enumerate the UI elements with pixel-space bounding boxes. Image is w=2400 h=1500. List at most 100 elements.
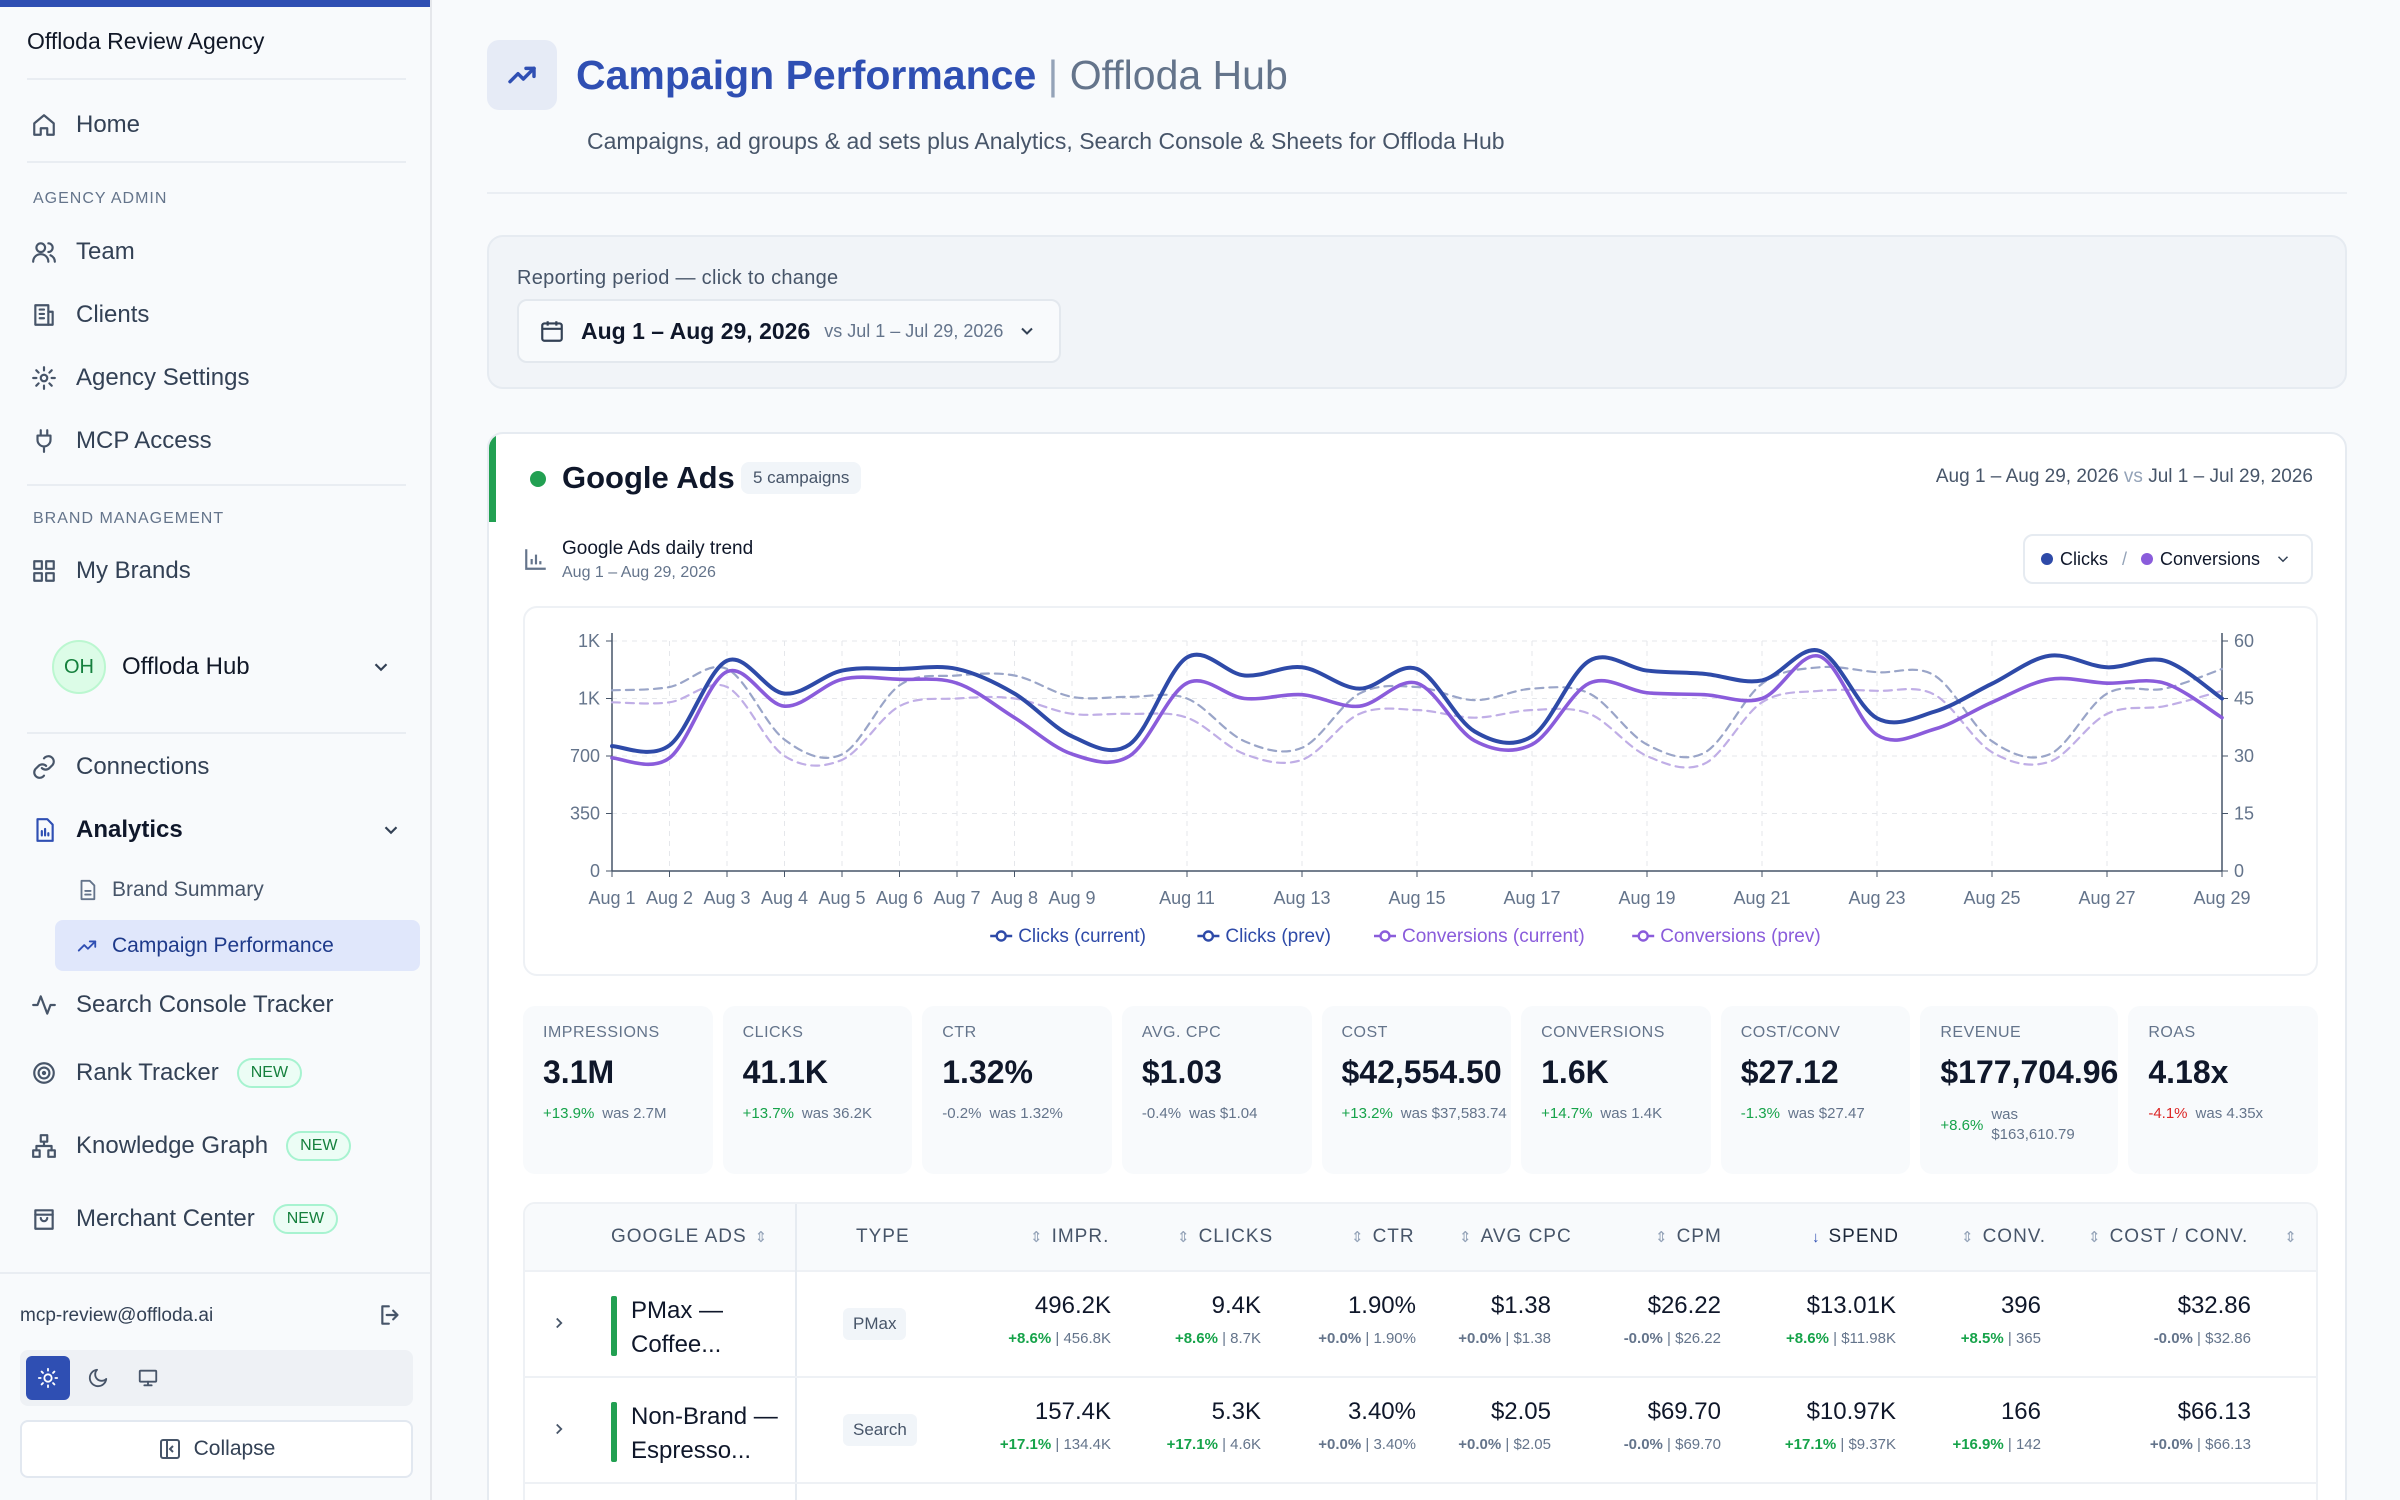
column-header-name[interactable]: GOOGLE ADS ⇕ bbox=[611, 1226, 768, 1248]
column-header-clicks[interactable]: ⇕ CLICKS bbox=[1177, 1226, 1273, 1248]
nav-home[interactable]: Home bbox=[30, 105, 140, 145]
nav-agency-settings[interactable]: Agency Settings bbox=[30, 358, 249, 398]
nav-connections[interactable]: Connections bbox=[30, 747, 209, 787]
table-row[interactable]: Non-Brand — Espresso... Search 157.4K +17.1… bbox=[525, 1380, 2316, 1484]
reporting-period-label: Reporting period — click to change bbox=[517, 267, 839, 289]
kpi-comparison: -1.3% was $27.47 bbox=[1741, 1105, 1911, 1122]
collapse-button[interactable]: Collapse bbox=[20, 1420, 413, 1478]
cell-avg-cpc: $1.38 +0.0% | $1.38 bbox=[1458, 1292, 1551, 1347]
kpi-delta: +13.9% bbox=[543, 1105, 595, 1122]
nav-mcp-access[interactable]: MCP Access bbox=[30, 421, 212, 461]
clicks-dot bbox=[2041, 553, 2053, 565]
column-header-label: CPM bbox=[1676, 1226, 1722, 1247]
kpi-card-impressions: IMPRESSIONS 3.1M +13.9% was 2.7M bbox=[523, 1006, 713, 1174]
column-header-spend[interactable]: ↓ SPEND bbox=[1812, 1226, 1899, 1248]
nav-search-console[interactable]: Search Console Tracker bbox=[30, 985, 333, 1025]
kpi-comparison: +8.6% was $163,610.79 bbox=[1940, 1105, 2118, 1145]
date-range-picker[interactable]: Aug 1 – Aug 29, 2026 vs Jul 1 – Jul 29, … bbox=[517, 299, 1061, 363]
campaign-name[interactable]: PMax — Coffee... bbox=[631, 1297, 724, 1358]
cell-previous: $69.70 bbox=[1675, 1436, 1721, 1453]
cell-delta: +17.1% bbox=[1166, 1436, 1218, 1453]
x-tick-label: Aug 6 bbox=[876, 888, 923, 908]
column-header-impr[interactable]: ⇕ IMPR. bbox=[1030, 1226, 1109, 1248]
kpi-label: CTR bbox=[942, 1024, 977, 1041]
chevron-right-icon[interactable] bbox=[550, 1314, 568, 1332]
sort-icon: ⇕ bbox=[1351, 1229, 1365, 1246]
collapse-label: Collapse bbox=[193, 1437, 276, 1460]
nav-team[interactable]: Team bbox=[30, 232, 135, 272]
kpi-value: 1.6K bbox=[1541, 1054, 1609, 1090]
cell-comparison: -0.0% | $26.22 bbox=[1623, 1330, 1721, 1347]
kpi-value: $42,554.50 bbox=[1341, 1054, 1502, 1090]
cell-comparison: +16.9% | 142 bbox=[1952, 1436, 2041, 1453]
user-email: mcp-review@offloda.ai bbox=[20, 1305, 214, 1326]
column-header-label: CONV. bbox=[1982, 1226, 2047, 1247]
nav-rank-tracker[interactable]: Rank Tracker NEW bbox=[30, 1053, 303, 1093]
metric-selector[interactable]: Clicks / Conversions bbox=[2023, 534, 2313, 584]
grid-icon bbox=[30, 557, 58, 585]
cell-value: 496.2K bbox=[1034, 1292, 1111, 1319]
nav-clients-label: Clients bbox=[76, 301, 150, 328]
theme-system-button[interactable] bbox=[126, 1356, 170, 1400]
column-header-label: COST / CONV. bbox=[2109, 1226, 2249, 1247]
google-ads-accent bbox=[489, 434, 496, 522]
x-tick-label: Aug 15 bbox=[1388, 888, 1445, 908]
section-agency-admin: AGENCY ADMIN bbox=[33, 190, 168, 207]
campaign-name[interactable]: Non-Brand — Espresso... bbox=[631, 1403, 778, 1464]
cell-value: $10.97K bbox=[1806, 1398, 1896, 1425]
range-vs: vs bbox=[2123, 466, 2143, 487]
table-row[interactable]: PMax — Coffee... PMax 496.2K +8.6% | 456.8K… bbox=[525, 1274, 2316, 1378]
theme-light-button[interactable] bbox=[26, 1356, 70, 1400]
kpi-card-avg-cpc: AVG. CPC $1.03 -0.4% was $1.04 bbox=[1121, 1006, 1312, 1174]
column-header-cpm[interactable]: ⇕ CPM bbox=[1655, 1226, 1722, 1248]
column-header-cost-conv[interactable]: ⇕ COST / CONV. ⇕ bbox=[2088, 1226, 2298, 1248]
sidebar: Offloda Review Agency Home AGENCY ADMIN … bbox=[0, 0, 432, 1500]
x-tick-label: Aug 8 bbox=[991, 888, 1038, 908]
page-title-text: Campaign Performance bbox=[576, 52, 1037, 98]
cell-previous: $2.05 bbox=[1513, 1436, 1551, 1453]
cell-value: $2.05 bbox=[1490, 1398, 1551, 1425]
x-tick-label: Aug 1 bbox=[588, 888, 635, 908]
chevron-right-icon[interactable] bbox=[550, 1420, 568, 1438]
logout-icon[interactable] bbox=[378, 1302, 404, 1328]
nav-brand-summary[interactable]: Brand Summary bbox=[76, 872, 264, 908]
column-header-conv[interactable]: ⇕ CONV. bbox=[1961, 1226, 2046, 1248]
nav-knowledge-graph[interactable]: Knowledge Graph NEW bbox=[30, 1126, 352, 1166]
column-header-label: AVG CPC bbox=[1480, 1226, 1572, 1247]
cell-delta: +16.9% bbox=[1952, 1436, 2004, 1453]
column-header-label: GOOGLE ADS bbox=[611, 1226, 747, 1247]
x-tick-label: Aug 25 bbox=[1963, 888, 2020, 908]
kpi-delta: -4.1% bbox=[2148, 1105, 2188, 1122]
cell-comparison: +8.6% | 8.7K bbox=[1174, 1330, 1261, 1347]
date-range-compare: vs Jul 1 – Jul 29, 2026 bbox=[824, 320, 1004, 341]
nav-clients[interactable]: Clients bbox=[30, 295, 149, 335]
divider bbox=[27, 161, 406, 163]
x-tick-label: Aug 21 bbox=[1733, 888, 1790, 908]
nav-merchant-center[interactable]: Merchant Center NEW bbox=[30, 1199, 339, 1239]
cell-comparison: +0.0% | 1.90% bbox=[1318, 1330, 1416, 1347]
nav-campaign-performance[interactable]: Campaign Performance bbox=[76, 928, 334, 964]
column-header-type[interactable]: TYPE bbox=[856, 1226, 910, 1248]
cell-value: $69.70 bbox=[1647, 1398, 1721, 1425]
page-icon bbox=[487, 40, 557, 110]
theme-dark-button[interactable] bbox=[76, 1356, 120, 1400]
column-header-ctr[interactable]: ⇕ CTR bbox=[1351, 1226, 1415, 1248]
nav-my-brands[interactable]: My Brands bbox=[30, 551, 191, 591]
kpi-previous: was 1.4K bbox=[1600, 1105, 1663, 1122]
kpi-card-ctr: CTR 1.32% -0.2% was 1.32% bbox=[922, 1006, 1112, 1174]
link-icon bbox=[30, 753, 58, 781]
theme-toggle bbox=[20, 1350, 413, 1406]
new-badge: NEW bbox=[286, 1131, 352, 1161]
brand-switcher[interactable]: OH Offloda Hub bbox=[52, 638, 402, 696]
monitor-icon bbox=[138, 1369, 158, 1387]
cell-comparison: +0.0% | $2.05 bbox=[1458, 1436, 1551, 1453]
section-brand-management: BRAND MANAGEMENT bbox=[33, 510, 225, 527]
nav-analytics[interactable]: Analytics bbox=[30, 810, 402, 850]
cell-comparison: +17.1% | 134.4K bbox=[999, 1436, 1111, 1453]
cell-ctr: 1.90% +0.0% | 1.90% bbox=[1318, 1292, 1416, 1347]
cell-comparison: -0.0% | $32.86 bbox=[2153, 1330, 2251, 1347]
cell-previous: 3.40% bbox=[1373, 1436, 1416, 1453]
kpi-label: REVENUE bbox=[1940, 1024, 2022, 1041]
sort-icon: ⇕ bbox=[2284, 1229, 2298, 1246]
column-header-avg-cpc[interactable]: ⇕ AVG CPC bbox=[1459, 1226, 1572, 1248]
